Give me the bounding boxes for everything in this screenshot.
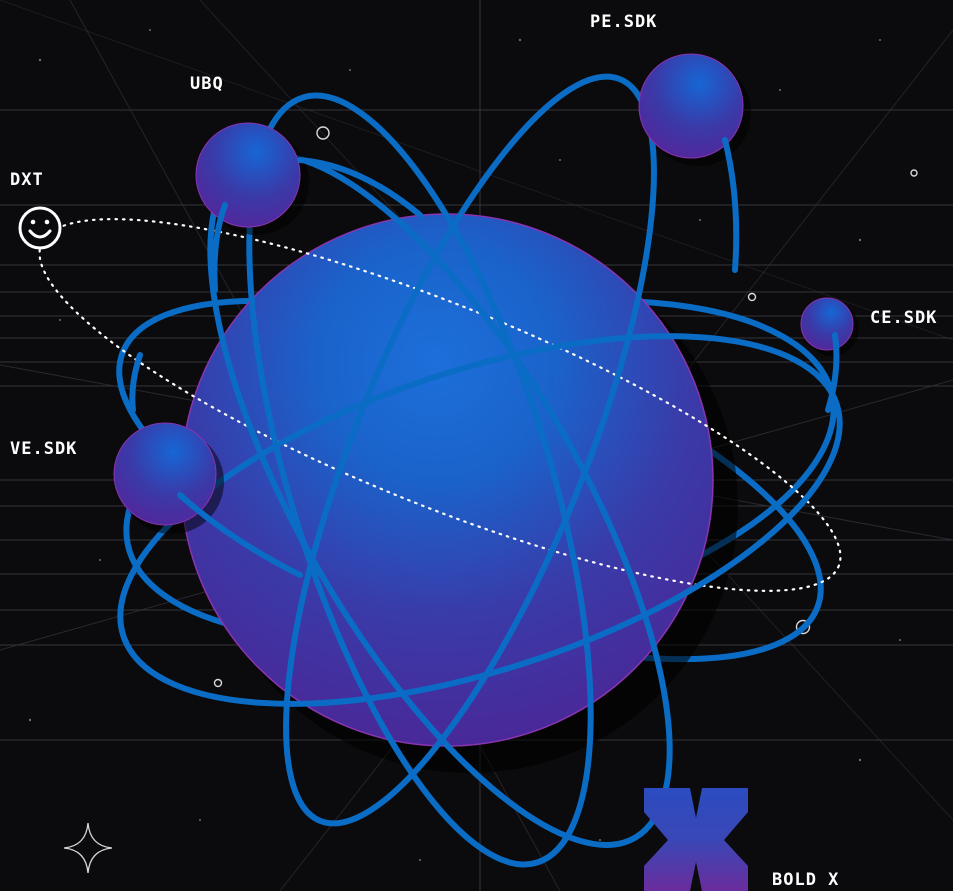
label-dxt: DXT [10,170,44,190]
label-ve-sdk: VE.SDK [10,439,78,459]
label-bold-x: BOLD X [772,870,840,890]
central-planet [180,213,714,747]
moon-ce-sdk [800,297,859,356]
star-field [28,29,901,861]
moon-ubq [195,122,309,235]
bold-x-logo-icon [644,788,748,891]
moon-pe-sdk [638,53,751,166]
label-ubq: UBQ [190,74,224,94]
sparkle-icon [63,822,113,874]
decorative-rings [213,126,918,688]
smiley-face-icon [18,206,62,250]
orbit-overlays [129,137,840,578]
orbit-rings-front [117,73,843,868]
label-pe-sdk: PE.SDK [590,12,658,32]
label-ce-sdk: CE.SDK [870,308,938,328]
